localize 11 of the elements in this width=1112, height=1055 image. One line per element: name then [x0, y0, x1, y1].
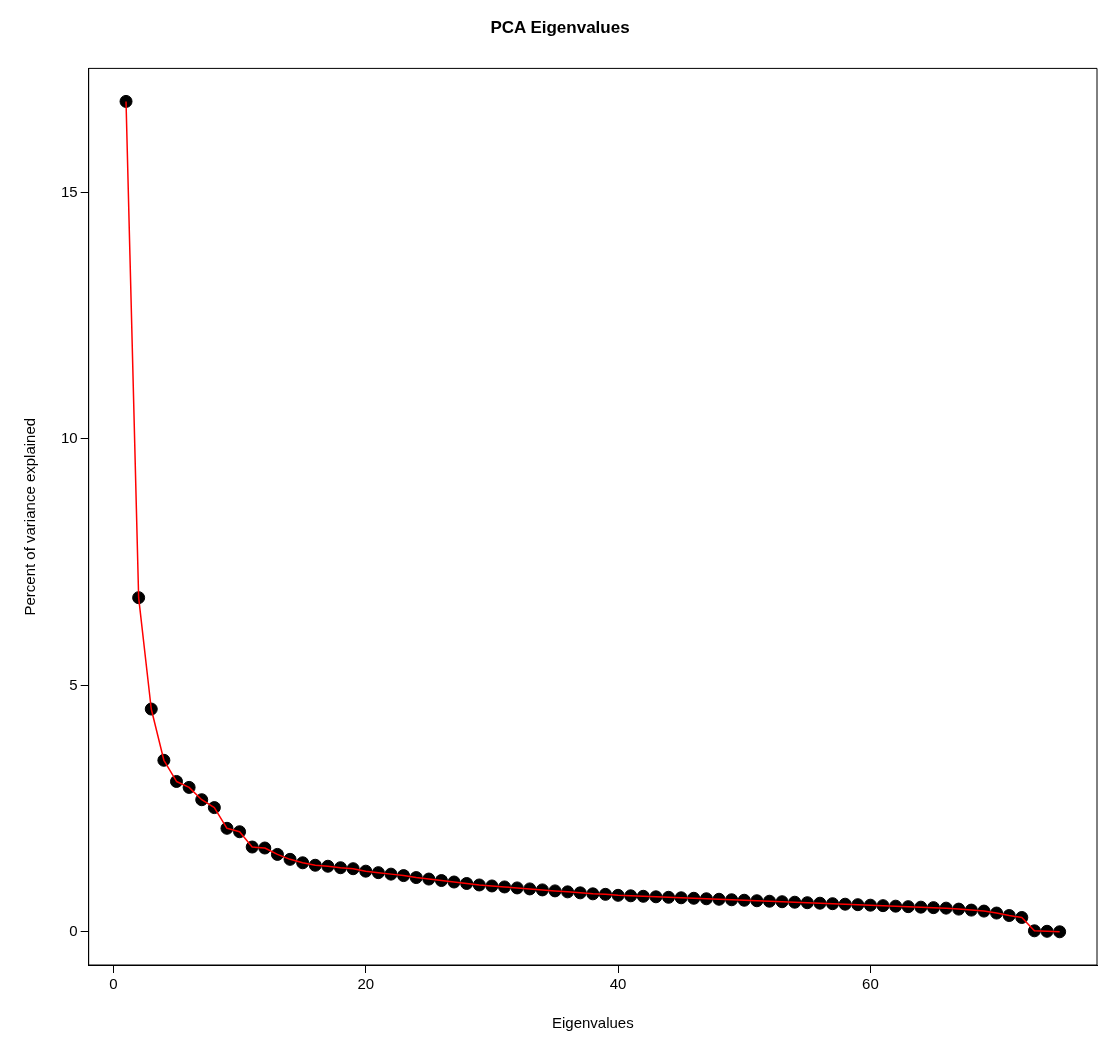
x-axis-title: Eigenvalues [551, 1014, 634, 1032]
x-tick-label: 60 [862, 975, 879, 993]
y-tick-label: 0 [69, 921, 78, 939]
y-tick-label: 5 [69, 675, 78, 693]
x-tick-label: 20 [357, 975, 375, 993]
chart-title: PCA Eigenvalues [490, 17, 630, 37]
x-tick-label: 0 [109, 975, 118, 993]
x-tick-label: 40 [609, 975, 627, 993]
y-tick-label: 15 [61, 182, 78, 200]
y-axis-title: Percent of variance explained [21, 417, 39, 616]
y-tick-label: 10 [61, 429, 78, 447]
